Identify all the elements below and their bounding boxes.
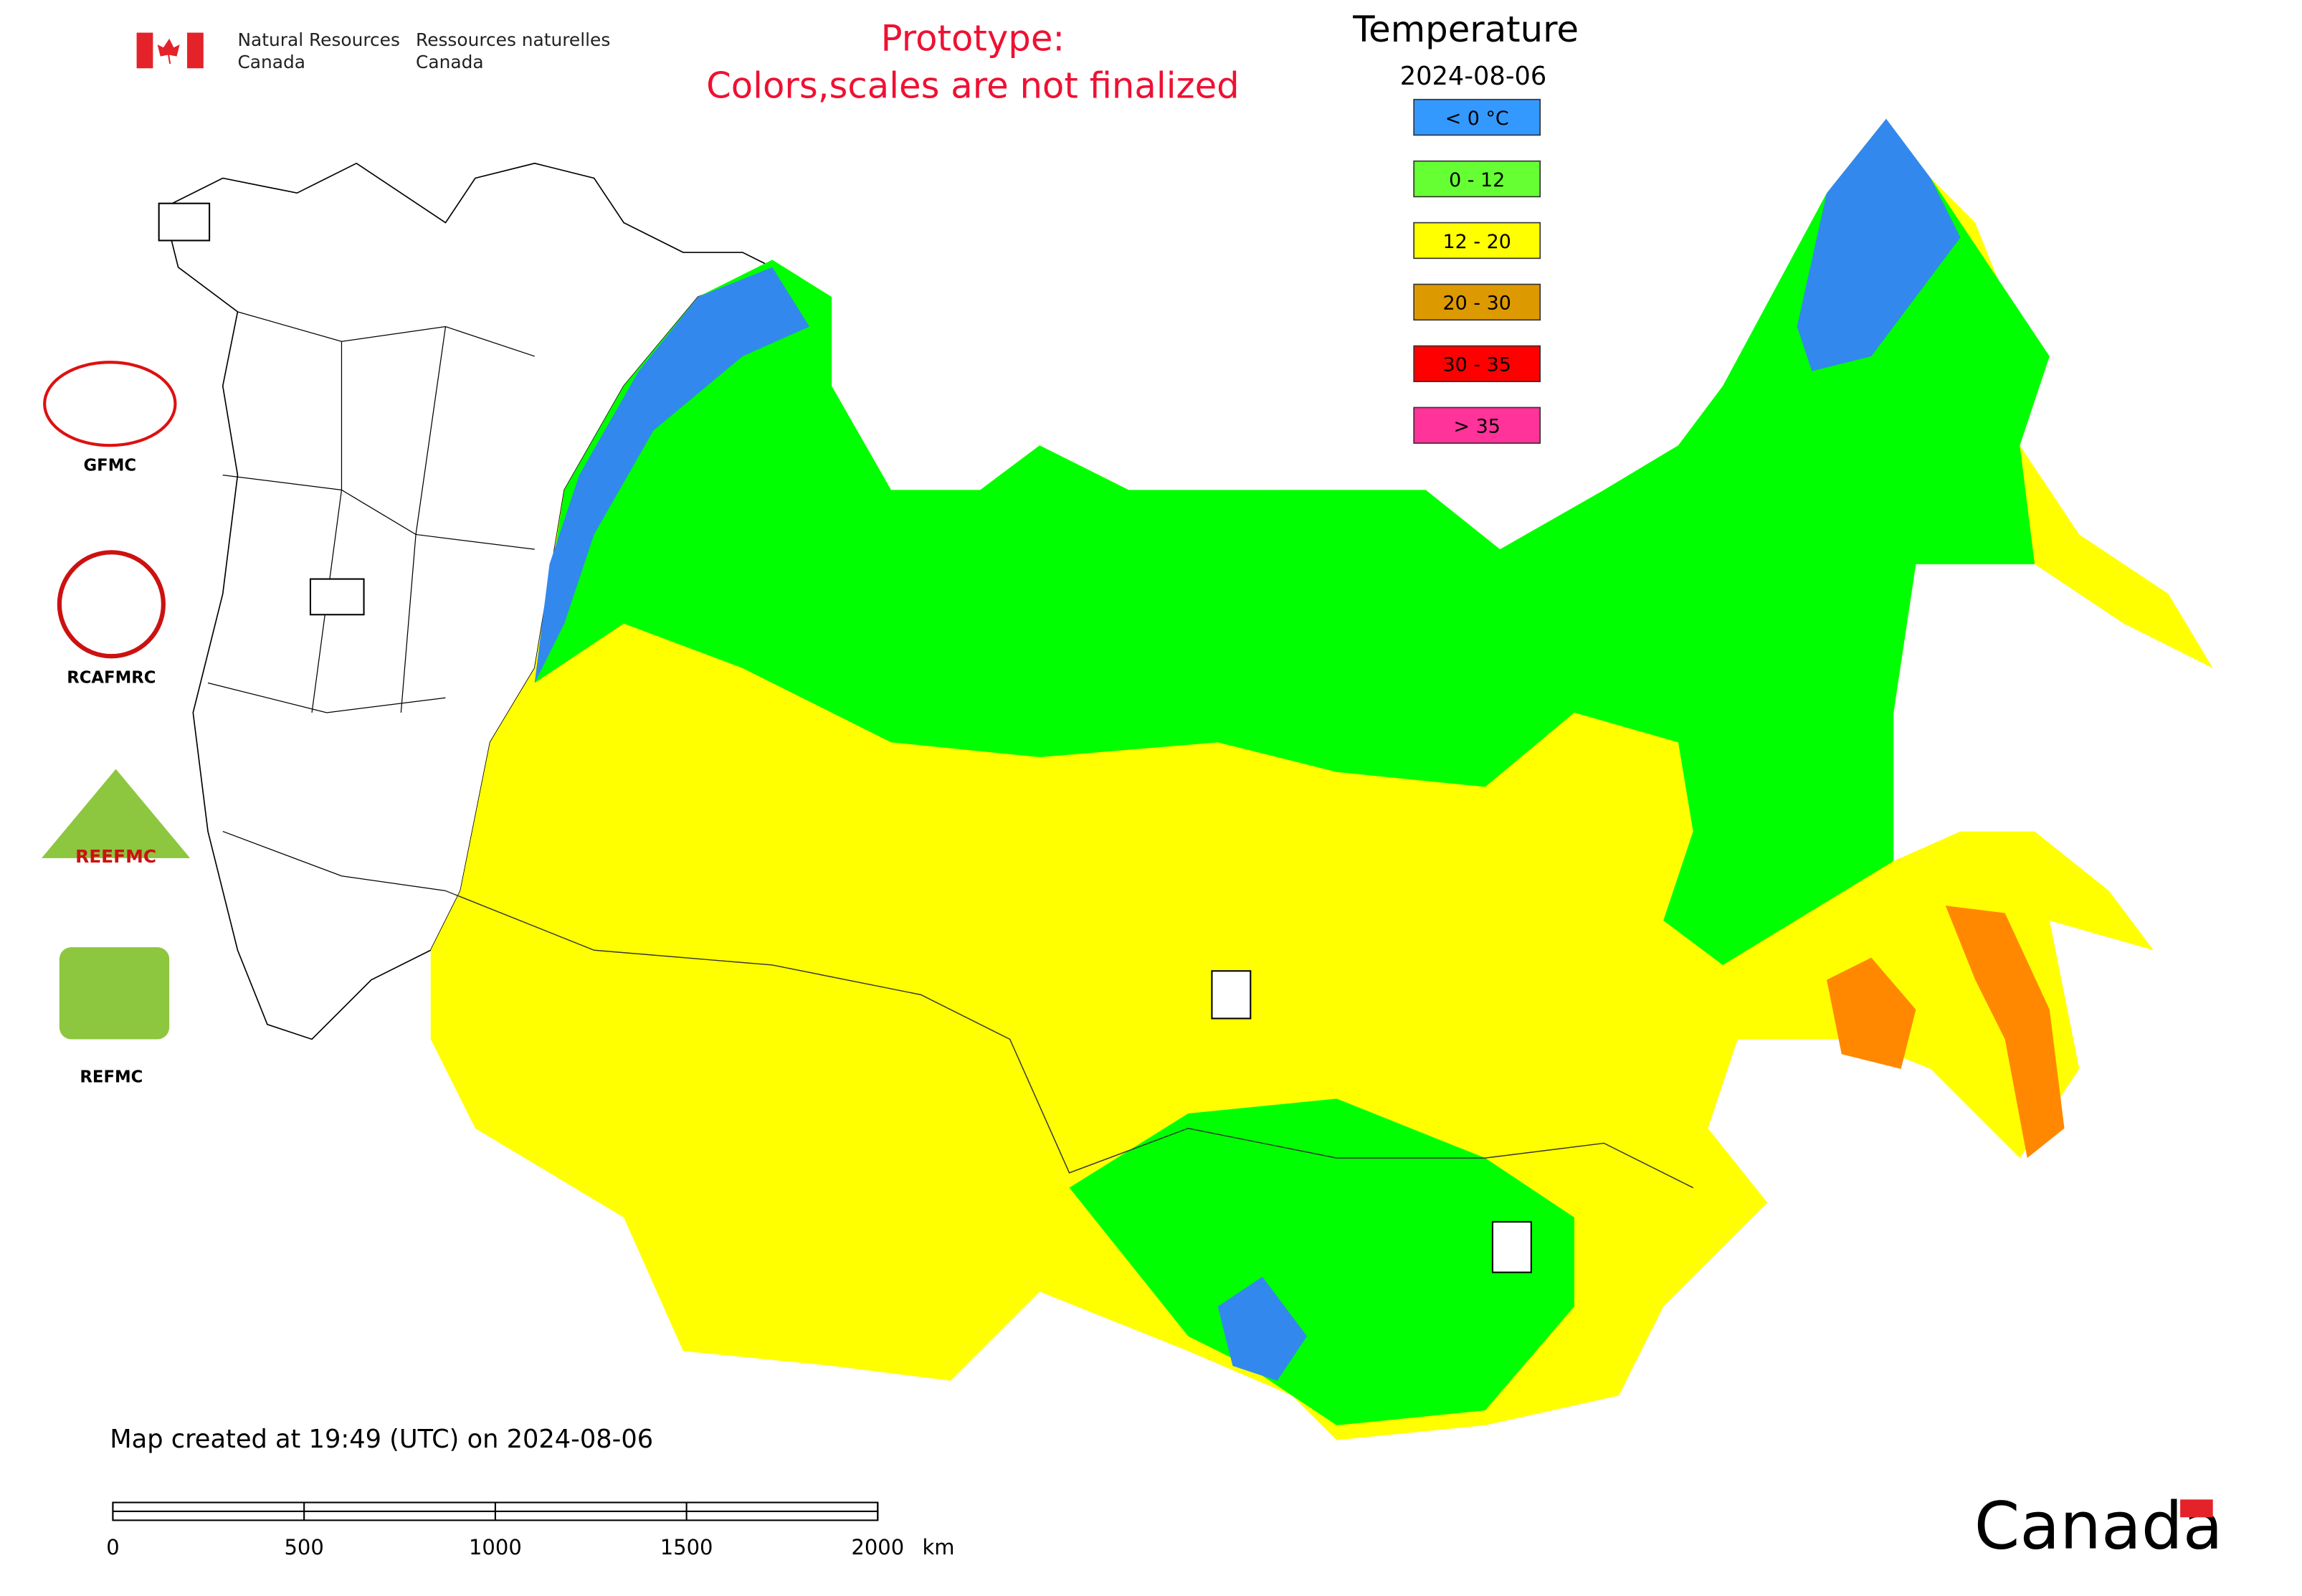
legend-label: 20 - 30 (1443, 293, 1511, 315)
legend-date: 2024-08-06 (1400, 62, 1547, 91)
logo-refmc (59, 947, 170, 1040)
agency-fr: Ressources naturelles (416, 29, 610, 50)
logo-rcafmrc (57, 550, 166, 659)
logo-label: GFMC (83, 456, 136, 475)
legend-swatch (1413, 222, 1541, 260)
region-blue (534, 267, 810, 683)
legend-label: 0 - 12 (1449, 169, 1505, 191)
logo-gfmc (43, 361, 177, 447)
legend-swatch (1413, 98, 1541, 136)
legend-label: < 0 °C (1445, 108, 1509, 130)
scale-bar: 0 500 1000 1500 2000 km (106, 1501, 955, 1559)
legend-swatch (1413, 407, 1541, 444)
scale-label: 1500 (660, 1535, 713, 1559)
map-logo (1211, 970, 1252, 1020)
legend: < 0 °C 0 - 12 12 - 20 20 - 30 30 - 35 > 35 (1413, 98, 1541, 444)
region-green (534, 178, 2050, 965)
map-logo (309, 578, 365, 616)
region-orange (1945, 906, 2065, 1159)
scale-label: 500 (284, 1535, 323, 1559)
map-logo (1491, 1221, 1532, 1273)
flag (136, 32, 204, 69)
created-note: Map created at 19:49 (UTC) on 2024-08-06 (110, 1425, 653, 1454)
legend-label: 12 - 20 (1443, 231, 1511, 253)
region-orange (1827, 957, 1916, 1069)
country-borders (207, 311, 535, 892)
legend-title: Temperature (1352, 9, 1579, 50)
region-blue (1217, 1276, 1308, 1381)
scale-unit: km (922, 1535, 954, 1559)
scale-label: 2000 (851, 1535, 904, 1559)
logo-label: RCAFMRC (67, 669, 156, 688)
logo-reefmc (42, 769, 191, 858)
legend-swatch (1413, 283, 1541, 321)
wordmark-flag (2180, 1499, 2213, 1518)
map-logo (158, 202, 211, 242)
legend-swatch (1413, 345, 1541, 382)
region-blue (1797, 118, 1961, 371)
legend-swatch (1413, 160, 1541, 198)
legend-label: > 35 (1454, 416, 1500, 438)
region-green-south (1069, 1098, 1574, 1425)
agency-en: Canada (237, 52, 305, 72)
logo-label: REFMC (80, 1068, 143, 1087)
scale-label: 0 (106, 1535, 119, 1559)
notice: Colors,scales are not finalized (706, 65, 1240, 107)
notice: Prototype: (881, 17, 1065, 59)
border (445, 890, 1693, 1189)
logo-label: REEFMC (75, 846, 156, 867)
agency-en: Natural Resources (237, 29, 399, 50)
agency-fr: Canada (416, 52, 484, 72)
legend-label: 30 - 35 (1443, 354, 1511, 376)
scale-label: 1000 (469, 1535, 522, 1559)
